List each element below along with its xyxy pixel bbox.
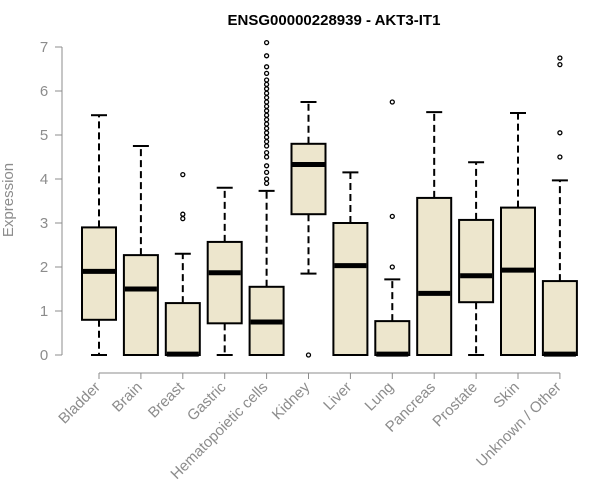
box-iqr	[374, 320, 411, 356]
outlier-point	[263, 77, 270, 83]
x-tick-label: Lung	[362, 379, 398, 415]
outlier-point	[263, 90, 270, 96]
y-axis-label: Expression	[0, 163, 17, 237]
box-group	[500, 112, 536, 356]
box-iqr	[164, 302, 201, 356]
outlier-point	[263, 169, 270, 176]
outlier-point	[263, 134, 270, 140]
outlier-point	[263, 94, 270, 101]
outlier-point	[263, 176, 270, 182]
outlier-point	[263, 121, 270, 127]
outlier-point	[263, 130, 270, 136]
box-iqr	[500, 206, 536, 356]
outlier-point	[557, 130, 563, 136]
x-tick-label: Liver	[320, 379, 355, 414]
outlier-point	[263, 86, 270, 92]
outlier-point	[263, 180, 270, 187]
outlier-point	[263, 112, 270, 118]
y-axis: 0 1 2 3 4 5 6 7	[40, 39, 63, 364]
outlier-point	[263, 138, 270, 145]
y-tick-label: 6	[40, 83, 48, 100]
box-group	[458, 161, 495, 356]
box-group	[206, 186, 243, 356]
box-iqr	[206, 240, 243, 325]
box-group	[164, 171, 201, 357]
outlier-point	[263, 163, 270, 169]
box-group	[332, 171, 369, 356]
outlier-point	[263, 154, 270, 160]
x-tick-label: Brain	[109, 379, 146, 416]
box-group	[374, 99, 411, 357]
box-group	[290, 101, 327, 358]
box-iqr	[122, 254, 159, 356]
box-group	[416, 111, 453, 356]
outlier-point	[180, 215, 186, 222]
outlier-point	[180, 211, 186, 217]
outlier-point	[263, 39, 270, 46]
x-tick-label: Bladder	[55, 379, 104, 428]
outlier-point	[263, 70, 270, 77]
box-iqr	[541, 280, 578, 356]
box-group	[81, 114, 117, 356]
outlier-point	[263, 99, 270, 105]
outlier-point	[263, 64, 270, 70]
y-tick-label: 4	[40, 171, 48, 188]
outlier-point	[389, 213, 395, 220]
outlier-point	[263, 116, 270, 123]
outlier-point	[263, 53, 270, 59]
outlier-point	[557, 61, 563, 68]
plot-area	[81, 39, 578, 358]
y-tick-label: 3	[40, 215, 48, 232]
outlier-point	[263, 108, 270, 114]
chart-title: ENSG00000228939 - AKT3-IT1	[228, 12, 441, 29]
box-iqr	[416, 196, 453, 356]
box-group	[248, 39, 285, 356]
outlier-point	[263, 103, 270, 110]
outlier-point	[263, 81, 270, 88]
y-tick-label: 1	[40, 303, 48, 320]
box-iqr	[332, 222, 369, 356]
outlier-point	[305, 352, 312, 358]
box-group	[122, 145, 159, 356]
box-iqr	[458, 218, 495, 304]
outlier-point	[389, 264, 395, 270]
y-tick-label: 7	[40, 39, 48, 56]
outlier-point	[263, 143, 270, 149]
box-iqr	[290, 142, 327, 216]
outlier-point	[557, 55, 563, 61]
outlier-point	[263, 149, 270, 156]
x-tick-label: Kidney	[269, 378, 314, 423]
outlier-point	[389, 99, 395, 105]
y-tick-label: 5	[40, 127, 48, 144]
y-tick-label: 2	[40, 259, 48, 276]
outlier-point	[180, 171, 186, 178]
outlier-point	[557, 154, 563, 160]
x-tick-label: Prostate	[429, 379, 481, 431]
outlier-point	[263, 125, 270, 132]
y-tick-label: 0	[40, 347, 48, 364]
box-group	[541, 55, 578, 357]
x-tick-label: Breast	[145, 378, 188, 421]
x-tick-label: Skin	[490, 379, 523, 412]
